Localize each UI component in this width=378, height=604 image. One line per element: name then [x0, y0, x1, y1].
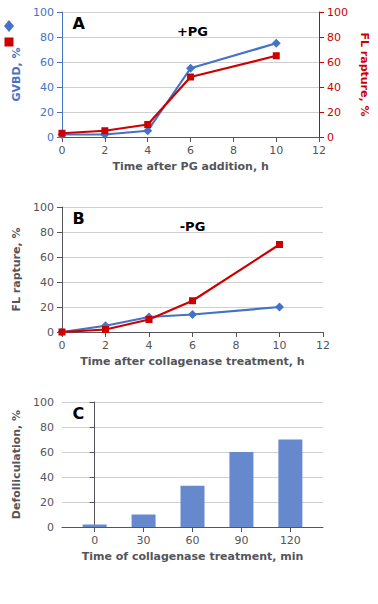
svg-text:80: 80 — [40, 421, 54, 434]
svg-text:6: 6 — [187, 144, 194, 157]
svg-text:0: 0 — [59, 339, 66, 352]
svg-text:4: 4 — [146, 339, 153, 352]
svg-text:20: 20 — [40, 106, 54, 119]
svg-text:40: 40 — [40, 276, 54, 289]
svg-text:90: 90 — [234, 534, 248, 547]
svg-text:20: 20 — [40, 301, 54, 314]
svg-text:100: 100 — [33, 6, 54, 19]
svg-text:8: 8 — [233, 339, 240, 352]
svg-text:10: 10 — [273, 339, 287, 352]
svg-text:40: 40 — [40, 471, 54, 484]
svg-text:100: 100 — [33, 396, 54, 409]
svg-text:2: 2 — [102, 339, 109, 352]
svg-text:Time after collagenase treatme: Time after collagenase treatment, h — [80, 355, 304, 368]
svg-text:B: B — [72, 209, 84, 228]
svg-text:FL rapture, %: FL rapture, % — [10, 227, 23, 311]
svg-text:60: 60 — [186, 534, 200, 547]
svg-text:100: 100 — [33, 201, 54, 214]
svg-text:0: 0 — [47, 521, 54, 534]
svg-text:60: 60 — [40, 251, 54, 264]
svg-text:4: 4 — [144, 144, 151, 157]
svg-text:10: 10 — [269, 144, 283, 157]
svg-text:80: 80 — [40, 31, 54, 44]
svg-text:40: 40 — [327, 81, 341, 94]
svg-text:Defolliculation, %: Defolliculation, % — [10, 410, 23, 519]
svg-text:0: 0 — [91, 534, 98, 547]
svg-text:8: 8 — [230, 144, 237, 157]
svg-text:100: 100 — [327, 6, 348, 19]
svg-text:80: 80 — [327, 31, 341, 44]
svg-text:2: 2 — [101, 144, 108, 157]
svg-text:20: 20 — [327, 106, 341, 119]
svg-text:Time after PG addition, h: Time after PG addition, h — [112, 160, 268, 173]
svg-text:0: 0 — [47, 131, 54, 144]
svg-text:60: 60 — [40, 56, 54, 69]
svg-text:FL rapture, %: FL rapture, % — [358, 32, 371, 116]
svg-text:60: 60 — [327, 56, 341, 69]
svg-text:-PG: -PG — [180, 219, 206, 234]
svg-text:12: 12 — [316, 339, 330, 352]
svg-text:40: 40 — [40, 81, 54, 94]
svg-text:C: C — [72, 404, 84, 423]
svg-text:12: 12 — [312, 144, 326, 157]
svg-text:80: 80 — [40, 226, 54, 239]
svg-text:20: 20 — [40, 496, 54, 509]
svg-text:0: 0 — [327, 131, 334, 144]
svg-text:30: 30 — [137, 534, 151, 547]
svg-text:60: 60 — [40, 446, 54, 459]
svg-text:0: 0 — [47, 326, 54, 339]
svg-text:+PG: +PG — [177, 24, 208, 39]
svg-text:Time of collagenase treatment,: Time of collagenase treatment, min — [82, 550, 304, 563]
svg-text:GVBD, %: GVBD, % — [10, 47, 23, 101]
svg-text:A: A — [72, 14, 85, 33]
svg-text:0: 0 — [59, 144, 66, 157]
svg-text:120: 120 — [280, 534, 301, 547]
svg-text:6: 6 — [189, 339, 196, 352]
